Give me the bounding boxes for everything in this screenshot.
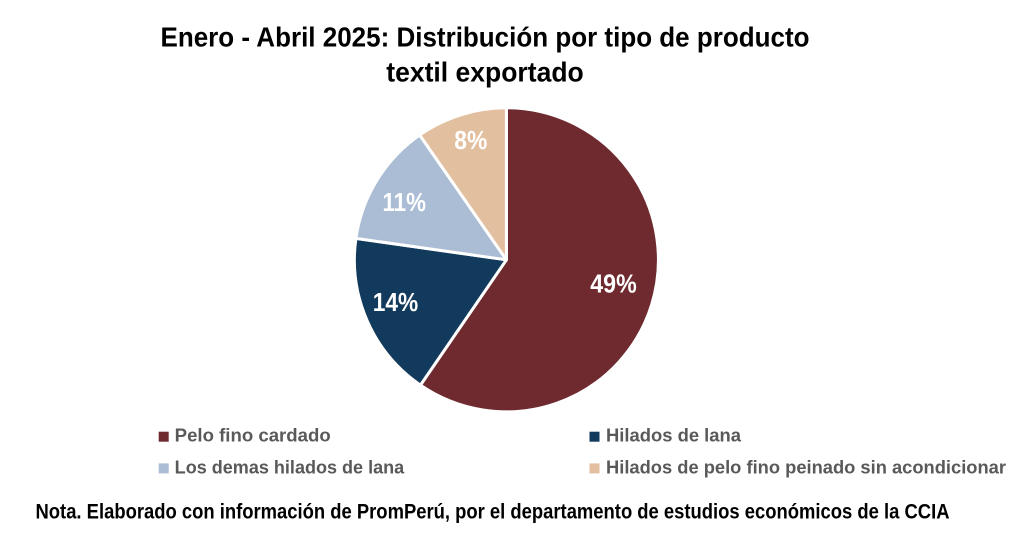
svg-text:Hilados de lana: Hilados de lana [606, 426, 742, 446]
svg-text:49%: 49% [590, 269, 637, 299]
svg-text:Enero - Abril 2025: Distribuci: Enero - Abril 2025: Distribución por tip… [161, 21, 810, 52]
svg-text:Hilados de pelo fino peinado s: Hilados de pelo fino peinado sin acondic… [606, 457, 1006, 477]
svg-text:Pelo fino cardado: Pelo fino cardado [175, 426, 331, 446]
svg-text:textil exportado: textil exportado [386, 57, 584, 88]
svg-text:8%: 8% [454, 125, 487, 155]
svg-text:11%: 11% [382, 187, 426, 217]
svg-text:Nota. Elaborado con informació: Nota. Elaborado con información de PromP… [36, 501, 950, 524]
svg-text:Los demas hilados de lana: Los demas hilados de lana [175, 457, 405, 477]
svg-text:14%: 14% [373, 287, 419, 317]
